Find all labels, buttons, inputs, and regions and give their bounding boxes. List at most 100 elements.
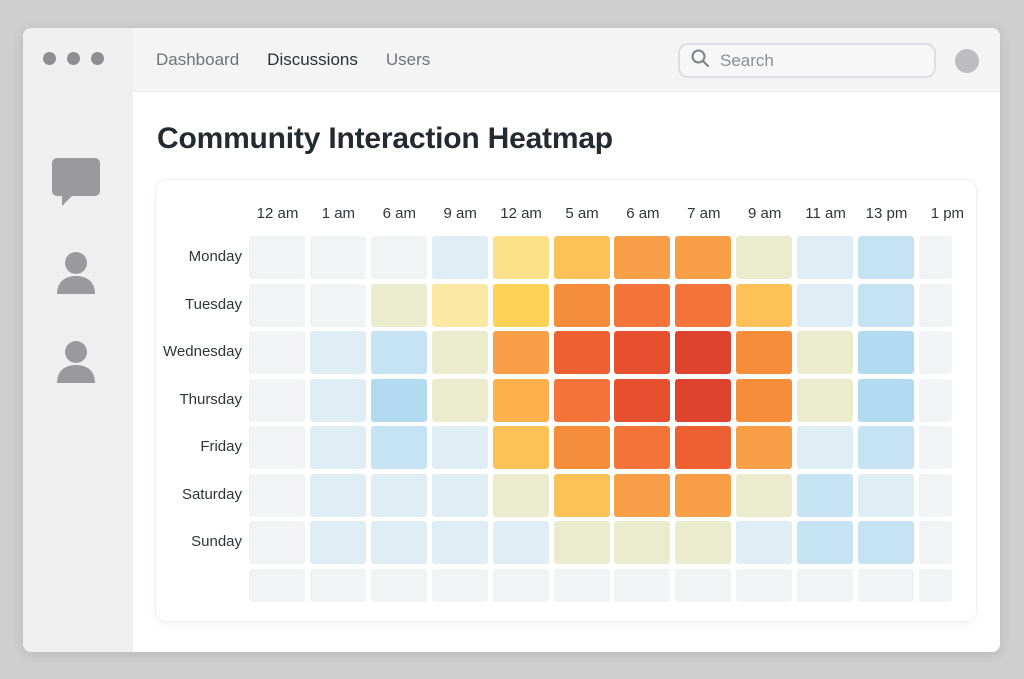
- heatmap-cell[interactable]: [918, 568, 952, 602]
- heatmap-cell[interactable]: [370, 521, 427, 564]
- heatmap-cell[interactable]: [431, 378, 488, 422]
- heatmap-cell[interactable]: [249, 378, 305, 422]
- heatmap-cell[interactable]: [553, 426, 610, 469]
- heatmap-cell[interactable]: [918, 521, 952, 564]
- heatmap-cell[interactable]: [309, 283, 366, 327]
- heatmap-cell[interactable]: [553, 521, 610, 564]
- heatmap-cell[interactable]: [918, 426, 952, 469]
- heatmap-cell[interactable]: [918, 331, 952, 374]
- heatmap-cell[interactable]: [736, 283, 793, 327]
- heatmap-cell[interactable]: [614, 378, 671, 422]
- heatmap-cell[interactable]: [736, 426, 793, 469]
- heatmap-cell[interactable]: [736, 236, 793, 279]
- heatmap-cell[interactable]: [675, 426, 732, 469]
- heatmap-cell[interactable]: [553, 331, 610, 374]
- search-input[interactable]: [720, 50, 910, 71]
- heatmap-cell[interactable]: [431, 236, 488, 279]
- heatmap-cell[interactable]: [675, 378, 732, 422]
- heatmap-cell[interactable]: [492, 568, 549, 602]
- heatmap-cell[interactable]: [858, 426, 914, 469]
- user-icon[interactable]: [50, 337, 102, 389]
- heatmap-cell[interactable]: [309, 426, 366, 469]
- heatmap-cell[interactable]: [431, 426, 488, 469]
- heatmap-cell[interactable]: [614, 426, 671, 469]
- heatmap-cell[interactable]: [675, 283, 732, 327]
- heatmap-cell[interactable]: [918, 283, 952, 327]
- heatmap-cell[interactable]: [492, 283, 549, 327]
- heatmap-cell[interactable]: [858, 521, 914, 564]
- heatmap-cell[interactable]: [797, 331, 854, 374]
- heatmap-cell[interactable]: [553, 378, 610, 422]
- heatmap-cell[interactable]: [614, 283, 671, 327]
- heatmap-cell[interactable]: [309, 521, 366, 564]
- heatmap-cell[interactable]: [431, 283, 488, 327]
- heatmap-cell[interactable]: [797, 473, 854, 517]
- heatmap-cell[interactable]: [614, 236, 671, 279]
- heatmap-cell[interactable]: [736, 331, 793, 374]
- heatmap-cell[interactable]: [431, 521, 488, 564]
- heatmap-cell[interactable]: [431, 568, 488, 602]
- heatmap-cell[interactable]: [492, 521, 549, 564]
- heatmap-cell[interactable]: [553, 473, 610, 517]
- window-close-dot[interactable]: [43, 52, 56, 65]
- heatmap-cell[interactable]: [553, 236, 610, 279]
- heatmap-cell[interactable]: [309, 331, 366, 374]
- heatmap-cell[interactable]: [249, 236, 305, 279]
- window-minimize-dot[interactable]: [67, 52, 80, 65]
- heatmap-cell[interactable]: [797, 521, 854, 564]
- heatmap-cell[interactable]: [249, 283, 305, 327]
- nav-item-discussions[interactable]: Discussions: [267, 50, 358, 69]
- heatmap-cell[interactable]: [797, 236, 854, 279]
- heatmap-cell[interactable]: [858, 378, 914, 422]
- heatmap-cell[interactable]: [797, 283, 854, 327]
- heatmap-cell[interactable]: [249, 331, 305, 374]
- heatmap-cell[interactable]: [614, 568, 671, 602]
- heatmap-cell[interactable]: [249, 473, 305, 517]
- heatmap-cell[interactable]: [309, 378, 366, 422]
- heatmap-cell[interactable]: [370, 236, 427, 279]
- heatmap-cell[interactable]: [431, 331, 488, 374]
- heatmap-cell[interactable]: [858, 473, 914, 517]
- heatmap-cell[interactable]: [614, 473, 671, 517]
- heatmap-cell[interactable]: [797, 568, 854, 602]
- heatmap-cell[interactable]: [918, 236, 952, 279]
- heatmap-cell[interactable]: [797, 426, 854, 469]
- heatmap-cell[interactable]: [249, 521, 305, 564]
- heatmap-cell[interactable]: [614, 521, 671, 564]
- nav-item-users[interactable]: Users: [385, 50, 431, 69]
- heatmap-cell[interactable]: [370, 426, 427, 469]
- heatmap-cell[interactable]: [492, 378, 549, 422]
- heatmap-cell[interactable]: [797, 378, 854, 422]
- heatmap-cell[interactable]: [370, 331, 427, 374]
- heatmap-cell[interactable]: [918, 473, 952, 517]
- heatmap-cell[interactable]: [492, 473, 549, 517]
- heatmap-cell[interactable]: [492, 236, 549, 279]
- heatmap-cell[interactable]: [370, 568, 427, 602]
- heatmap-cell[interactable]: [370, 378, 427, 422]
- heatmap-cell[interactable]: [736, 378, 793, 422]
- heatmap-cell[interactable]: [249, 426, 305, 469]
- heatmap-cell[interactable]: [309, 236, 366, 279]
- heatmap-cell[interactable]: [675, 236, 732, 279]
- heatmap-cell[interactable]: [370, 283, 427, 327]
- heatmap-cell[interactable]: [553, 283, 610, 327]
- heatmap-cell[interactable]: [918, 378, 952, 422]
- heatmap-cell[interactable]: [858, 283, 914, 327]
- heatmap-cell[interactable]: [431, 473, 488, 517]
- heatmap-cell[interactable]: [858, 568, 914, 602]
- heatmap-cell[interactable]: [309, 473, 366, 517]
- heatmap-cell[interactable]: [309, 568, 366, 602]
- heatmap-cell[interactable]: [553, 568, 610, 602]
- heatmap-cell[interactable]: [736, 521, 793, 564]
- heatmap-cell[interactable]: [675, 331, 732, 374]
- heatmap-cell[interactable]: [370, 473, 427, 517]
- heatmap-cell[interactable]: [249, 568, 305, 602]
- nav-item-dashboard[interactable]: Dashboard: [156, 50, 240, 69]
- heatmap-cell[interactable]: [675, 568, 732, 602]
- avatar[interactable]: [955, 49, 979, 73]
- window-maximize-dot[interactable]: [91, 52, 104, 65]
- heatmap-cell[interactable]: [858, 331, 914, 374]
- chat-icon[interactable]: [50, 154, 102, 206]
- heatmap-cell[interactable]: [736, 473, 793, 517]
- heatmap-cell[interactable]: [492, 331, 549, 374]
